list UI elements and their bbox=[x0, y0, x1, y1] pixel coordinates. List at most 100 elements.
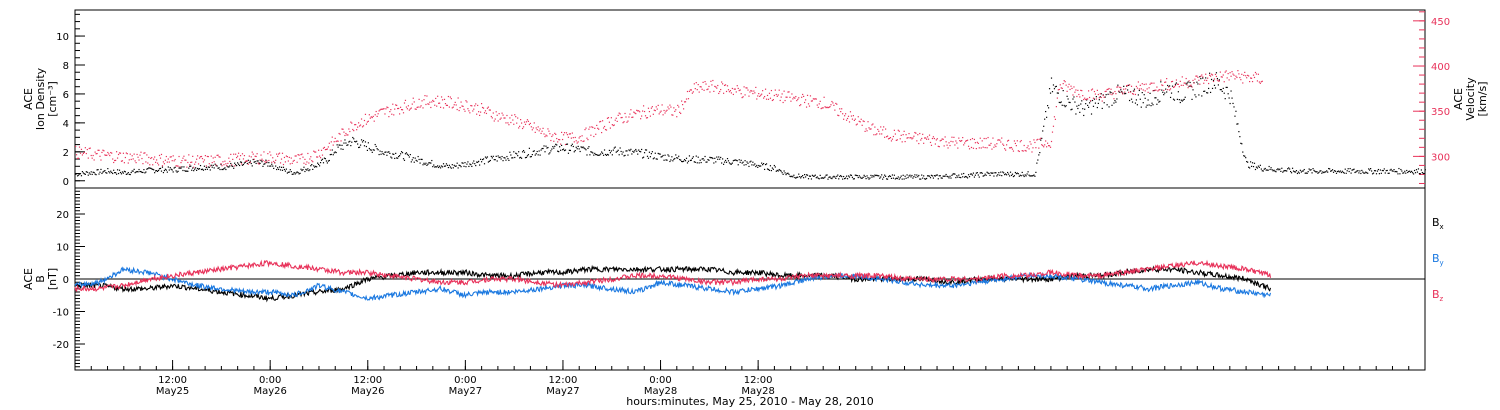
velocity-point bbox=[726, 85, 729, 87]
velocity-point bbox=[788, 91, 790, 93]
density-point bbox=[1419, 173, 1421, 175]
density-point bbox=[576, 148, 578, 150]
velocity-point bbox=[675, 109, 677, 111]
velocity-point bbox=[429, 101, 431, 103]
density-point bbox=[438, 166, 440, 169]
density-point bbox=[137, 171, 139, 173]
density-point bbox=[78, 173, 81, 175]
density-point bbox=[904, 175, 906, 177]
x-tick-day: May27 bbox=[546, 386, 579, 397]
velocity-point bbox=[611, 124, 613, 126]
velocity-point bbox=[152, 164, 154, 166]
velocity-point bbox=[1152, 90, 1154, 92]
density-point bbox=[1378, 173, 1381, 175]
density-point bbox=[1170, 92, 1173, 94]
density-point bbox=[131, 170, 133, 172]
density-point bbox=[822, 177, 824, 179]
density-point bbox=[744, 160, 746, 162]
velocity-point bbox=[509, 117, 511, 119]
density-point bbox=[778, 168, 780, 171]
density-point bbox=[481, 158, 484, 161]
velocity-point bbox=[1002, 143, 1004, 145]
density-point bbox=[1287, 168, 1289, 170]
density-point bbox=[1380, 172, 1382, 174]
velocity-point bbox=[560, 143, 562, 145]
density-point bbox=[441, 166, 444, 168]
density-point bbox=[579, 150, 581, 153]
velocity-point bbox=[190, 161, 192, 164]
density-point bbox=[566, 143, 569, 145]
density-point bbox=[294, 173, 296, 175]
density-point bbox=[831, 177, 833, 180]
velocity-point bbox=[338, 132, 340, 135]
velocity-point bbox=[779, 99, 781, 102]
velocity-point bbox=[515, 116, 517, 118]
velocity-point bbox=[1106, 88, 1108, 91]
velocity-point bbox=[591, 126, 593, 128]
density-point bbox=[130, 171, 132, 174]
density-point bbox=[539, 154, 541, 156]
velocity-point bbox=[647, 107, 650, 109]
density-point bbox=[1295, 170, 1298, 172]
density-point bbox=[406, 153, 409, 155]
density-point bbox=[393, 153, 395, 155]
velocity-point bbox=[274, 162, 276, 164]
velocity-point bbox=[1068, 83, 1070, 85]
velocity-point bbox=[719, 90, 721, 93]
velocity-point bbox=[172, 155, 174, 157]
velocity-point bbox=[1093, 90, 1096, 93]
density-point bbox=[1217, 84, 1219, 86]
velocity-point bbox=[1220, 76, 1222, 78]
density-point bbox=[276, 168, 278, 171]
velocity-point bbox=[379, 109, 381, 111]
density-point bbox=[233, 167, 235, 169]
velocity-point bbox=[1241, 73, 1243, 75]
bottom-tick-label: 10 bbox=[56, 243, 69, 254]
bottom-ylabel-line3: [nT] bbox=[46, 268, 59, 290]
velocity-point bbox=[1037, 138, 1039, 140]
density-point bbox=[421, 158, 423, 161]
velocity-point bbox=[503, 117, 505, 119]
density-point bbox=[706, 161, 708, 163]
velocity-point bbox=[762, 90, 764, 92]
velocity-point bbox=[797, 98, 799, 100]
density-point bbox=[507, 158, 509, 160]
density-point bbox=[190, 165, 192, 167]
velocity-point bbox=[650, 107, 652, 109]
density-point bbox=[1304, 172, 1306, 174]
velocity-point bbox=[1020, 139, 1022, 142]
density-point bbox=[375, 145, 377, 148]
velocity-point bbox=[774, 89, 776, 91]
density-point bbox=[355, 141, 357, 143]
density-point bbox=[1407, 171, 1409, 174]
density-point bbox=[216, 165, 218, 167]
velocity-point bbox=[1064, 81, 1066, 83]
velocity-point bbox=[165, 155, 167, 158]
density-point bbox=[565, 143, 568, 145]
density-point bbox=[1273, 169, 1275, 171]
density-point bbox=[890, 177, 893, 179]
density-point bbox=[662, 154, 664, 157]
density-point bbox=[288, 171, 290, 173]
density-point bbox=[775, 170, 777, 172]
velocity-point bbox=[278, 152, 281, 154]
velocity-point bbox=[214, 156, 216, 158]
velocity-point bbox=[117, 153, 120, 156]
density-point bbox=[107, 168, 109, 170]
density-point bbox=[1385, 170, 1387, 172]
density-point bbox=[759, 165, 761, 167]
velocity-point bbox=[1245, 75, 1247, 77]
velocity-point bbox=[831, 100, 833, 103]
density-point bbox=[692, 156, 694, 158]
velocity-point bbox=[925, 137, 927, 139]
density-point bbox=[354, 140, 356, 143]
density-point bbox=[420, 158, 422, 160]
velocity-point bbox=[665, 110, 667, 112]
velocity-point bbox=[766, 94, 769, 97]
velocity-point bbox=[1121, 91, 1123, 93]
density-point bbox=[379, 150, 381, 152]
velocity-point bbox=[358, 125, 361, 127]
velocity-point bbox=[238, 158, 241, 160]
density-point bbox=[89, 173, 91, 175]
density-point bbox=[365, 145, 368, 148]
